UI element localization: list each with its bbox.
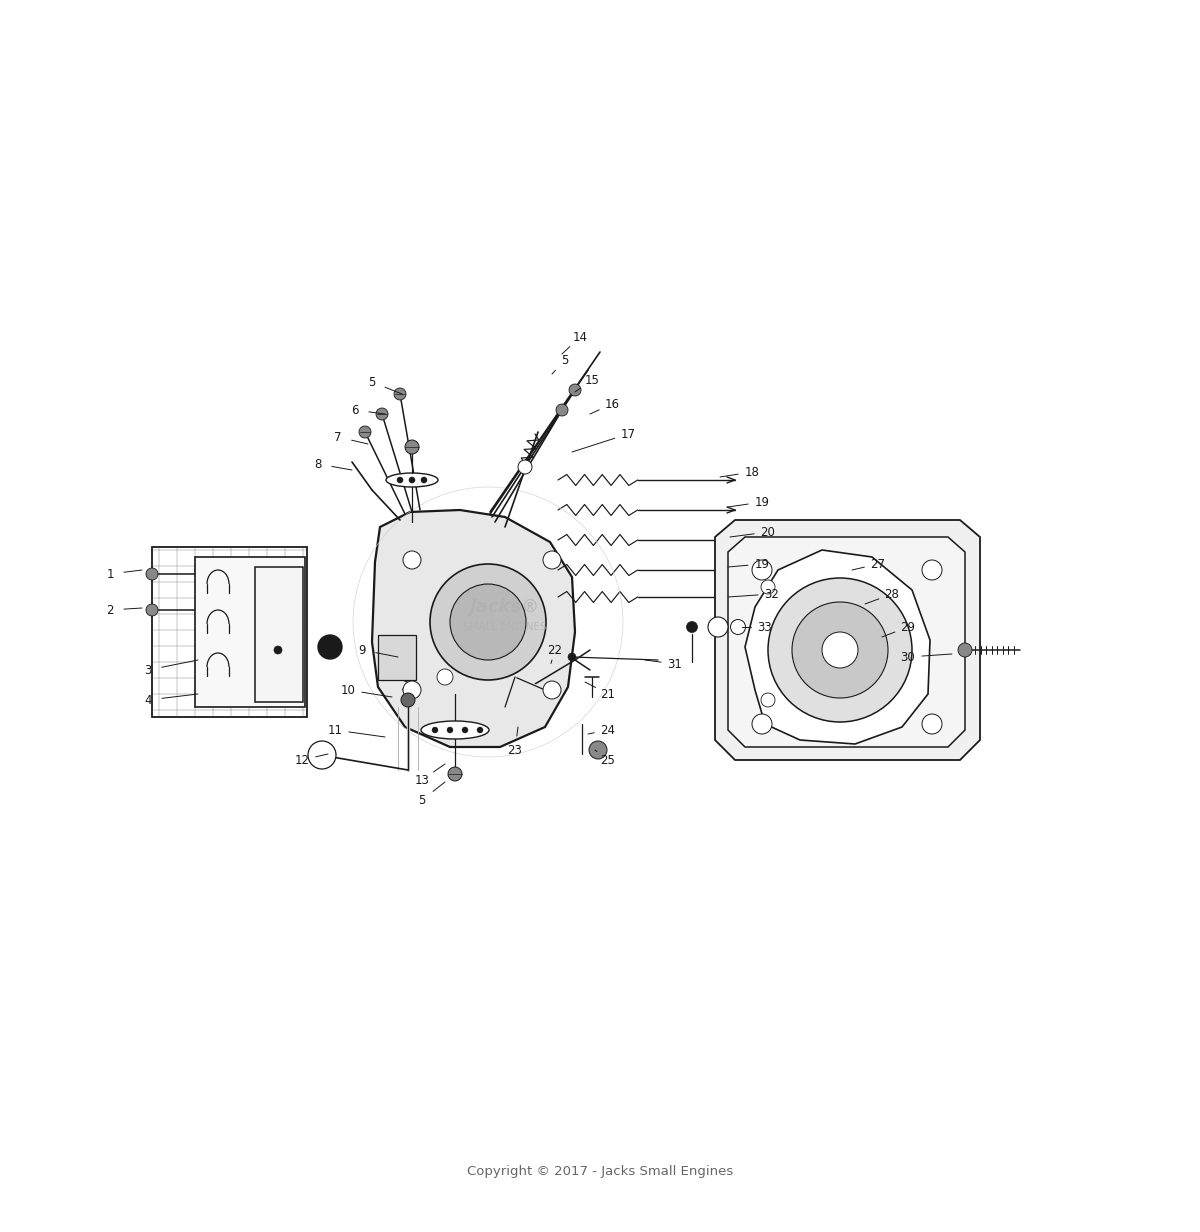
Bar xyxy=(256,567,302,702)
Circle shape xyxy=(409,477,415,483)
Circle shape xyxy=(589,740,607,759)
Text: 22: 22 xyxy=(547,643,563,657)
Circle shape xyxy=(462,727,468,733)
Circle shape xyxy=(421,477,427,483)
Text: 3: 3 xyxy=(144,664,151,676)
Text: 23: 23 xyxy=(508,743,522,756)
Circle shape xyxy=(518,460,532,474)
Bar xyxy=(196,557,305,707)
Text: 18: 18 xyxy=(744,466,760,478)
Text: 5: 5 xyxy=(368,376,376,388)
Circle shape xyxy=(146,568,158,580)
Circle shape xyxy=(542,551,560,569)
Text: 17: 17 xyxy=(620,428,636,441)
Text: 30: 30 xyxy=(901,650,916,664)
Circle shape xyxy=(432,727,438,733)
Text: 11: 11 xyxy=(328,723,342,737)
Circle shape xyxy=(922,561,942,580)
Bar xyxy=(152,547,307,717)
Text: 6: 6 xyxy=(352,404,359,416)
Circle shape xyxy=(686,621,697,632)
Circle shape xyxy=(708,617,728,637)
Circle shape xyxy=(922,715,942,734)
Circle shape xyxy=(403,551,421,569)
Text: 5: 5 xyxy=(419,793,426,807)
Circle shape xyxy=(761,692,775,707)
Circle shape xyxy=(376,408,388,420)
Text: SMALL ENGINES: SMALL ENGINES xyxy=(463,622,547,632)
Circle shape xyxy=(274,646,282,654)
Circle shape xyxy=(394,388,406,400)
Text: 8: 8 xyxy=(314,457,322,471)
Text: 19: 19 xyxy=(755,495,769,509)
Text: 29: 29 xyxy=(900,621,916,633)
Circle shape xyxy=(146,604,158,616)
Polygon shape xyxy=(715,520,980,760)
Text: 25: 25 xyxy=(600,754,616,766)
Polygon shape xyxy=(372,510,575,747)
Text: Jacks®: Jacks® xyxy=(470,598,540,616)
Circle shape xyxy=(446,727,454,733)
Circle shape xyxy=(556,404,568,416)
Circle shape xyxy=(318,634,342,659)
Circle shape xyxy=(542,681,560,699)
Circle shape xyxy=(437,669,454,685)
Text: 27: 27 xyxy=(870,558,886,570)
Text: 24: 24 xyxy=(600,723,616,737)
Text: 20: 20 xyxy=(761,526,775,538)
Text: 13: 13 xyxy=(414,774,430,786)
Text: Copyright © 2017 - Jacks Small Engines: Copyright © 2017 - Jacks Small Engines xyxy=(467,1165,733,1179)
Text: 28: 28 xyxy=(884,588,900,600)
Circle shape xyxy=(752,715,772,734)
Circle shape xyxy=(761,580,775,594)
Bar xyxy=(378,634,416,680)
Text: 4: 4 xyxy=(144,694,151,706)
Circle shape xyxy=(958,643,972,657)
Ellipse shape xyxy=(386,473,438,487)
Circle shape xyxy=(569,384,581,395)
Text: 5: 5 xyxy=(562,354,569,366)
Text: 19: 19 xyxy=(755,558,769,570)
Circle shape xyxy=(430,564,546,680)
Text: 1: 1 xyxy=(107,568,114,580)
Text: 21: 21 xyxy=(600,687,616,701)
Circle shape xyxy=(450,584,526,660)
Circle shape xyxy=(401,692,415,707)
Text: 33: 33 xyxy=(757,621,773,633)
Text: 9: 9 xyxy=(359,643,366,657)
Polygon shape xyxy=(728,537,965,747)
Circle shape xyxy=(404,440,419,455)
Text: 12: 12 xyxy=(294,754,310,766)
Text: 7: 7 xyxy=(335,430,342,444)
Circle shape xyxy=(403,681,421,699)
Circle shape xyxy=(822,632,858,668)
Circle shape xyxy=(568,653,576,662)
Circle shape xyxy=(359,426,371,439)
Circle shape xyxy=(476,727,482,733)
Text: 14: 14 xyxy=(572,330,588,344)
Circle shape xyxy=(792,602,888,699)
Circle shape xyxy=(768,578,912,722)
Circle shape xyxy=(308,740,336,769)
Text: 31: 31 xyxy=(667,658,683,670)
Ellipse shape xyxy=(421,721,488,739)
Circle shape xyxy=(731,620,745,634)
Circle shape xyxy=(752,561,772,580)
Circle shape xyxy=(448,768,462,781)
Polygon shape xyxy=(745,549,930,744)
Circle shape xyxy=(397,477,403,483)
Text: 2: 2 xyxy=(107,604,114,616)
Text: 15: 15 xyxy=(584,373,600,387)
Text: 32: 32 xyxy=(764,588,780,600)
Text: 16: 16 xyxy=(605,398,619,410)
Text: 10: 10 xyxy=(341,684,355,696)
